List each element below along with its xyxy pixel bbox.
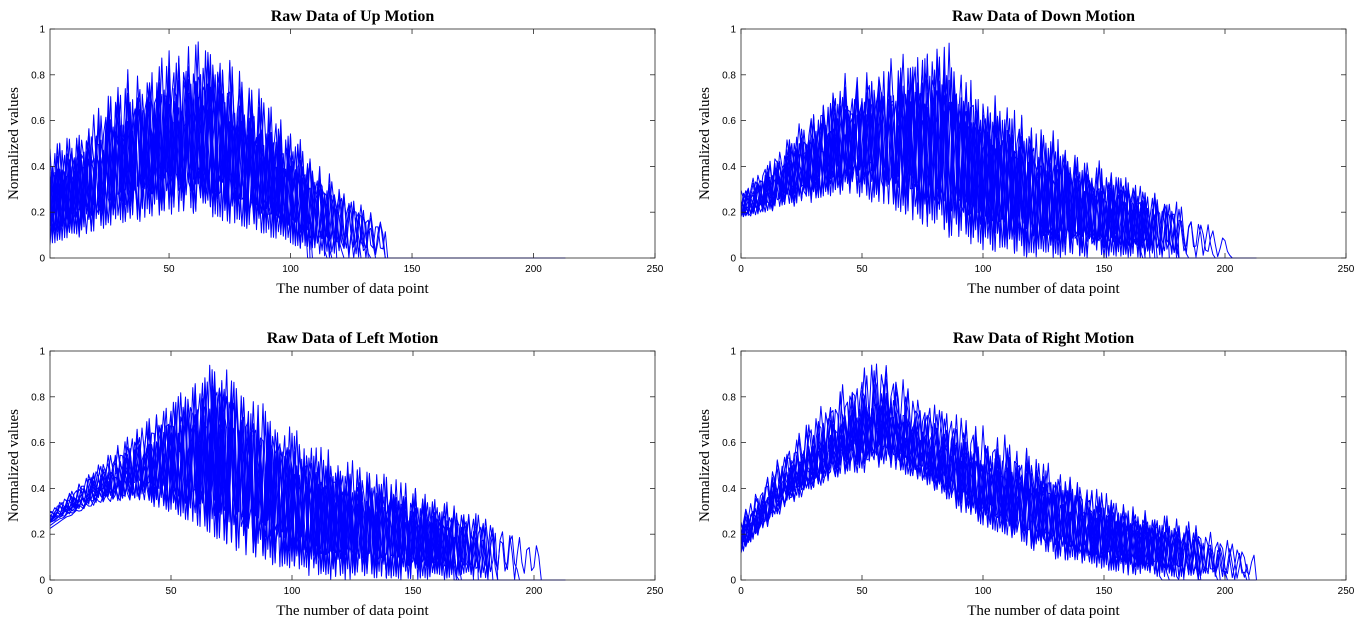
y-tick-label: 0.6 [722, 116, 736, 127]
y-axis-label: Normalized values [6, 87, 22, 200]
y-tick-label: 0.8 [722, 70, 736, 81]
x-tick-label: 200 [1217, 586, 1234, 597]
series-line [741, 384, 1257, 581]
x-tick-label: 200 [1217, 264, 1234, 275]
y-tick-label: 0.4 [722, 484, 736, 495]
y-tick-label: 1 [39, 347, 45, 358]
axes-frame [49, 28, 656, 259]
x-tick-label: 150 [1096, 264, 1113, 275]
chart-title: Raw Data of Right Motion [953, 330, 1134, 347]
y-axis-label: Normalized values [697, 409, 713, 522]
x-tick-label: 50 [163, 264, 175, 275]
chart-title: Raw Data of Left Motion [267, 330, 439, 347]
y-axis-label: Normalized values [6, 409, 22, 522]
x-tick-label: 250 [647, 264, 664, 275]
subplot-2: 0 0.2 0.4 0.6 0.8 1 0 50 100 150 200 250 Raw Data of… [697, 8, 1355, 297]
x-tick-label: 0 [738, 586, 744, 597]
y-tick-label: 0 [39, 576, 45, 587]
y-tick-label: 1 [39, 25, 45, 36]
traces [50, 364, 566, 581]
series-line [741, 46, 1257, 259]
y-tick-label: 0.4 [722, 162, 736, 173]
y-tick-label: 0.2 [722, 530, 736, 541]
y-tick-label: 0.2 [31, 208, 45, 219]
x-tick-label: 150 [405, 586, 422, 597]
x-tick-label: 100 [975, 586, 992, 597]
y-tick-label: 0 [730, 576, 736, 587]
y-tick-label: 1 [730, 25, 736, 36]
y-tick-label: 0.8 [31, 70, 45, 81]
y-axis-label: Normalized values [697, 87, 713, 200]
x-tick-label: 100 [975, 264, 992, 275]
y-tick-label: 0.6 [722, 438, 736, 449]
axes-frame [740, 350, 1347, 581]
x-tick-label: 150 [404, 264, 421, 275]
y-tick-label: 1 [730, 347, 736, 358]
x-tick-label: 50 [165, 586, 177, 597]
x-axis-label: The number of data point [967, 281, 1120, 297]
traces [741, 363, 1257, 581]
x-tick-label: 200 [526, 586, 543, 597]
y-tick-label: 0.8 [722, 392, 736, 403]
subplot-3: 0 0.2 0.4 0.6 0.8 1 0 50 100 150 200 250 Raw Data of… [6, 330, 664, 619]
x-axis-label: The number of data point [276, 603, 429, 619]
x-tick-label: 250 [1338, 264, 1355, 275]
y-tick-label: 0.4 [31, 484, 45, 495]
y-tick-label: 0 [730, 254, 736, 265]
x-tick-label: 150 [1096, 586, 1113, 597]
x-tick-label: 0 [738, 264, 744, 275]
x-tick-label: 250 [1338, 586, 1355, 597]
x-tick-label: 250 [647, 586, 664, 597]
y-tick-label: 0.6 [31, 438, 45, 449]
y-tick-label: 0.2 [31, 530, 45, 541]
y-tick-label: 0.6 [31, 116, 45, 127]
axes-frame [740, 28, 1347, 259]
subplot-4: 0 0.2 0.4 0.6 0.8 1 0 50 100 150 200 250 Raw Data of… [697, 330, 1355, 619]
x-axis-label: The number of data point [276, 281, 429, 297]
y-tick-label: 0 [39, 254, 45, 265]
chart-title: Raw Data of Down Motion [952, 8, 1135, 25]
x-tick-label: 0 [47, 586, 53, 597]
y-tick-label: 0.4 [31, 162, 45, 173]
axes-frame [49, 350, 656, 581]
x-tick-label: 50 [856, 264, 868, 275]
x-tick-label: 200 [525, 264, 542, 275]
x-tick-label: 50 [856, 586, 868, 597]
x-tick-label: 100 [284, 586, 301, 597]
x-axis-label: The number of data point [967, 603, 1120, 619]
y-tick-label: 0.8 [31, 392, 45, 403]
series-line [741, 363, 1257, 581]
y-tick-label: 0.2 [722, 208, 736, 219]
chart-title: Raw Data of Up Motion [271, 8, 435, 25]
traces [50, 41, 566, 259]
traces [741, 42, 1257, 259]
x-tick-label: 100 [282, 264, 299, 275]
